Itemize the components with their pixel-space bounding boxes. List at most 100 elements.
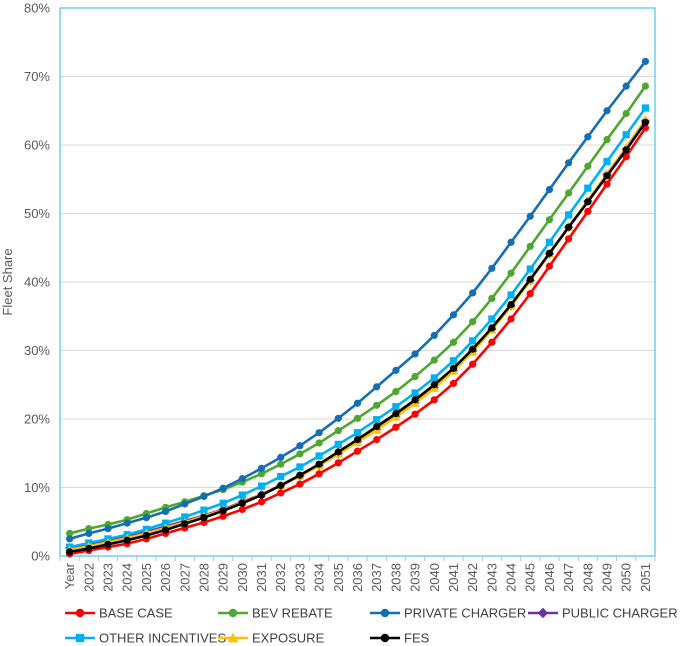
data-point xyxy=(200,492,208,501)
x-tick-label: 2051 xyxy=(638,563,653,592)
grid-lines xyxy=(60,76,655,488)
legend-item: BEV REBATE xyxy=(218,606,333,621)
data-point xyxy=(334,459,342,467)
data-point xyxy=(334,448,342,456)
x-tick-label: 2048 xyxy=(580,563,595,592)
legend-swatch-marker xyxy=(227,632,239,643)
data-point xyxy=(123,536,131,544)
y-tick-label: 80% xyxy=(24,1,50,16)
x-tick-label: 2022 xyxy=(81,563,96,592)
data-point xyxy=(449,311,458,319)
data-point xyxy=(392,388,400,396)
data-point xyxy=(257,464,266,472)
legend: BASE CASE BEV REBATE PRIVATE CHARGER PUBLIC… xyxy=(65,606,678,646)
data-point xyxy=(277,453,285,461)
y-axis-title: Fleet Share xyxy=(0,248,15,315)
data-point xyxy=(277,472,285,481)
data-point xyxy=(641,82,650,90)
x-tick-label: 2045 xyxy=(523,563,538,592)
series-line xyxy=(69,120,647,550)
data-point xyxy=(545,262,554,270)
x-tick-label: 2034 xyxy=(312,563,327,592)
x-tick-label: 2047 xyxy=(561,563,576,592)
data-point xyxy=(392,409,400,418)
legend-label: OTHER INCENTIVES xyxy=(99,631,226,646)
x-tick-label: 2031 xyxy=(254,563,269,592)
data-point xyxy=(257,498,266,506)
data-point xyxy=(430,396,438,404)
data-point xyxy=(85,544,93,553)
data-point xyxy=(603,172,611,180)
series-fes xyxy=(65,118,650,556)
series-base-case xyxy=(65,124,650,558)
data-point xyxy=(411,389,419,397)
data-point xyxy=(430,374,438,382)
series-public-charger xyxy=(64,116,651,553)
data-point xyxy=(545,249,554,257)
data-point xyxy=(449,364,458,372)
data-point xyxy=(219,499,227,507)
data-point xyxy=(545,238,554,246)
legend-item: PRIVATE CHARGER xyxy=(370,606,526,621)
data-point xyxy=(142,514,150,522)
y-tick-label: 50% xyxy=(24,206,50,221)
data-point xyxy=(411,350,419,358)
x-tick-label: 2024 xyxy=(120,563,135,592)
data-point xyxy=(488,338,496,346)
data-point xyxy=(526,242,534,250)
data-point xyxy=(296,442,304,450)
data-point xyxy=(200,506,208,514)
data-point xyxy=(641,104,650,112)
data-point xyxy=(411,396,419,404)
series-group xyxy=(64,57,651,558)
x-axis-ticks: Year 2022 2023 2024 2025 2026 2027 2028 2029 2030… xyxy=(59,556,656,592)
data-point xyxy=(565,211,573,219)
data-point xyxy=(449,379,458,387)
data-point xyxy=(392,366,400,374)
legend-item: OTHER INCENTIVES xyxy=(65,631,226,646)
x-tick-label: 2041 xyxy=(446,563,461,592)
data-point xyxy=(373,401,381,409)
data-point xyxy=(373,383,381,391)
legend-label: FES xyxy=(404,631,430,646)
data-point xyxy=(603,157,611,166)
x-tick-label: Year xyxy=(62,562,77,589)
x-tick-label: 2030 xyxy=(235,563,250,592)
data-point xyxy=(334,414,342,422)
x-tick-label: 2027 xyxy=(177,563,192,592)
series-bev-rebate xyxy=(65,82,650,537)
data-point xyxy=(507,315,515,323)
data-point xyxy=(584,207,592,216)
legend-label: BEV REBATE xyxy=(252,606,333,621)
series-line xyxy=(69,85,647,535)
data-point xyxy=(219,512,227,520)
legend-item: EXPOSURE xyxy=(218,631,325,646)
data-point xyxy=(488,264,496,272)
x-tick-label: 2039 xyxy=(408,563,423,592)
y-tick-label: 70% xyxy=(24,69,50,84)
y-axis-ticks: 0% 10% 20% 30% 40% 50% 60% 70% 80% xyxy=(24,1,50,564)
data-point xyxy=(507,238,515,246)
data-point xyxy=(142,531,150,540)
data-point xyxy=(334,427,342,435)
x-tick-label: 2036 xyxy=(350,563,365,592)
legend-swatch-marker xyxy=(537,607,549,619)
data-point xyxy=(181,500,189,508)
data-point xyxy=(65,529,74,537)
data-point xyxy=(315,452,323,460)
data-point xyxy=(238,474,246,483)
data-point xyxy=(641,118,650,126)
data-point xyxy=(353,414,362,422)
series-line xyxy=(69,107,647,549)
data-point xyxy=(219,507,227,515)
y-tick-label: 60% xyxy=(24,138,50,153)
data-point xyxy=(181,513,189,521)
data-point xyxy=(526,275,534,283)
data-point xyxy=(200,514,208,522)
data-point xyxy=(545,185,554,194)
series-line xyxy=(69,127,647,556)
x-tick-label: 2040 xyxy=(427,563,442,592)
series-line xyxy=(69,118,647,552)
data-point xyxy=(526,265,534,273)
